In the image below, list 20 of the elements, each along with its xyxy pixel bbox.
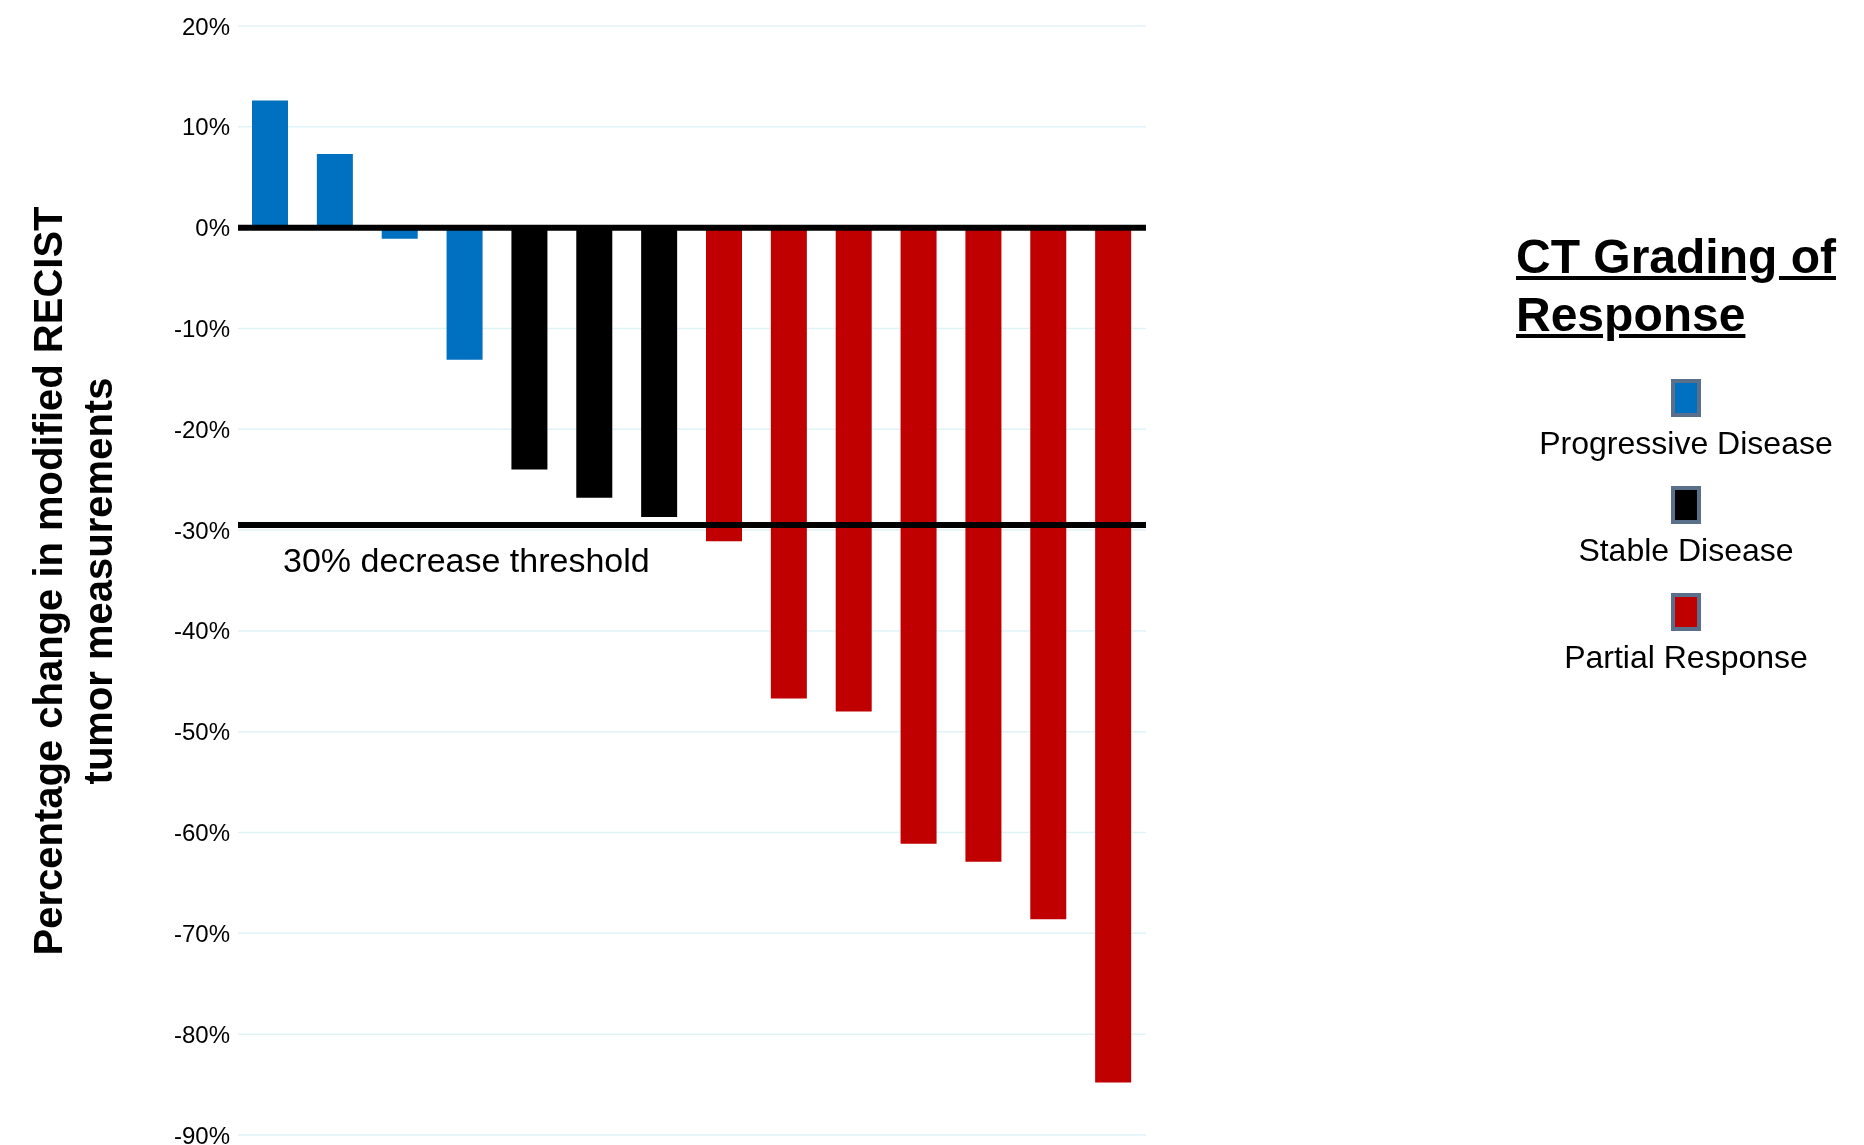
y-tick-label: -10% xyxy=(173,314,230,342)
y-tick-label: -40% xyxy=(173,617,230,645)
legend-label: Partial Response xyxy=(1563,639,1809,677)
y-tick-label: 10% xyxy=(181,113,230,141)
y-tick-label: -50% xyxy=(173,718,230,746)
y-tick-label: -20% xyxy=(173,415,230,443)
y-axis-title: Percentage change in modified RECIST tumor measurements xyxy=(25,205,121,958)
legend-label: Stable Disease xyxy=(1577,532,1795,570)
y-tick-label: 0% xyxy=(195,214,230,242)
y-tick-label: 20% xyxy=(181,12,230,40)
y-tick-label: -80% xyxy=(173,1020,230,1048)
y-tick-label: -90% xyxy=(173,1121,230,1145)
legend-title: CT Grading of Response xyxy=(1516,229,1837,343)
bar xyxy=(316,154,353,228)
y-tick-label: -60% xyxy=(173,819,230,847)
y-tick-label: -70% xyxy=(173,919,230,947)
ref-line-label: 30% decrease threshold xyxy=(283,541,650,580)
legend-label: Progressive Disease xyxy=(1538,425,1834,463)
bar xyxy=(252,100,288,228)
y-tick-label: -30% xyxy=(173,516,230,544)
